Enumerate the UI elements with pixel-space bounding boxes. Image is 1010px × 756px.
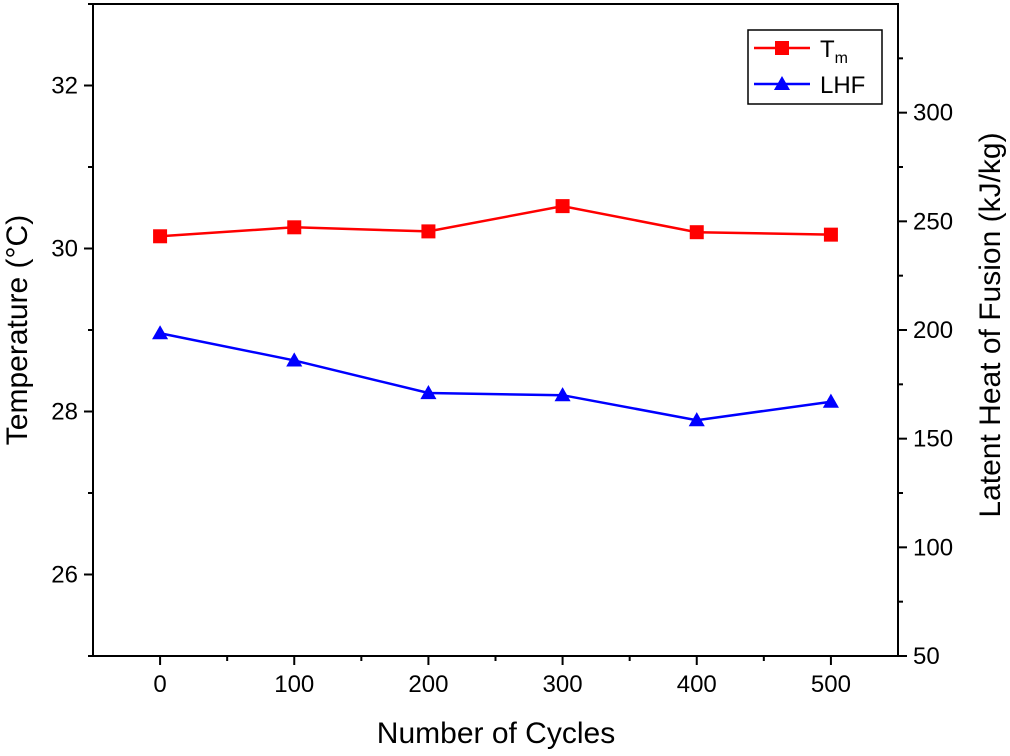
x-tick-label: 300 bbox=[543, 671, 583, 698]
data-point bbox=[153, 229, 168, 244]
data-point bbox=[689, 225, 704, 240]
data-point bbox=[286, 352, 303, 367]
series-layer bbox=[152, 199, 839, 427]
x-tick-label: 500 bbox=[811, 671, 851, 698]
y-right-tick-label: 150 bbox=[913, 426, 953, 453]
data-point bbox=[555, 199, 570, 214]
legend-marker bbox=[773, 75, 791, 91]
x-axis-title: Number of Cycles bbox=[377, 717, 615, 750]
x-tick-label: 100 bbox=[274, 671, 314, 698]
data-point bbox=[152, 325, 169, 340]
y-axis-left-title: Temperature (°C) bbox=[1, 215, 34, 445]
y-right-tick-label: 200 bbox=[913, 317, 953, 344]
series-line bbox=[159, 332, 832, 422]
legend-label-subscript: m bbox=[835, 50, 848, 67]
y-left-tick-label: 28 bbox=[51, 399, 78, 426]
data-point bbox=[823, 227, 838, 242]
legend-label: LHF bbox=[820, 72, 865, 99]
y-left-tick-label: 30 bbox=[51, 236, 78, 263]
data-point bbox=[822, 393, 839, 408]
y-left-tick-label: 26 bbox=[51, 562, 78, 589]
y-axis-left: 26 28 30 32 bbox=[51, 3, 93, 657]
x-tick-label: 0 bbox=[153, 671, 166, 698]
data-point bbox=[421, 224, 436, 239]
series-lhf bbox=[152, 325, 839, 427]
y-right-tick-label: 300 bbox=[913, 100, 953, 127]
y-right-tick-label: 100 bbox=[913, 534, 953, 561]
data-point bbox=[420, 384, 437, 400]
y-left-tick-label: 32 bbox=[51, 73, 78, 100]
series-t bbox=[153, 199, 838, 244]
y-right-tick-label: 250 bbox=[913, 208, 953, 235]
series-line bbox=[159, 204, 831, 238]
x-axis: 0 100 200 300 400 500 bbox=[153, 656, 851, 698]
data-point bbox=[287, 220, 302, 235]
data-point bbox=[554, 387, 571, 402]
legend-box bbox=[747, 29, 883, 105]
x-tick-label: 400 bbox=[677, 671, 717, 698]
legend-marker bbox=[775, 41, 789, 55]
y-axis-right-title: Latent Heat of Fusion (kJ/kg) bbox=[974, 132, 1007, 517]
data-point bbox=[688, 412, 705, 427]
x-tick-label: 200 bbox=[408, 671, 448, 698]
y-axis-right: 50 100 150 200 250 300 bbox=[898, 57, 953, 670]
y-right-tick-label: 50 bbox=[913, 643, 940, 670]
